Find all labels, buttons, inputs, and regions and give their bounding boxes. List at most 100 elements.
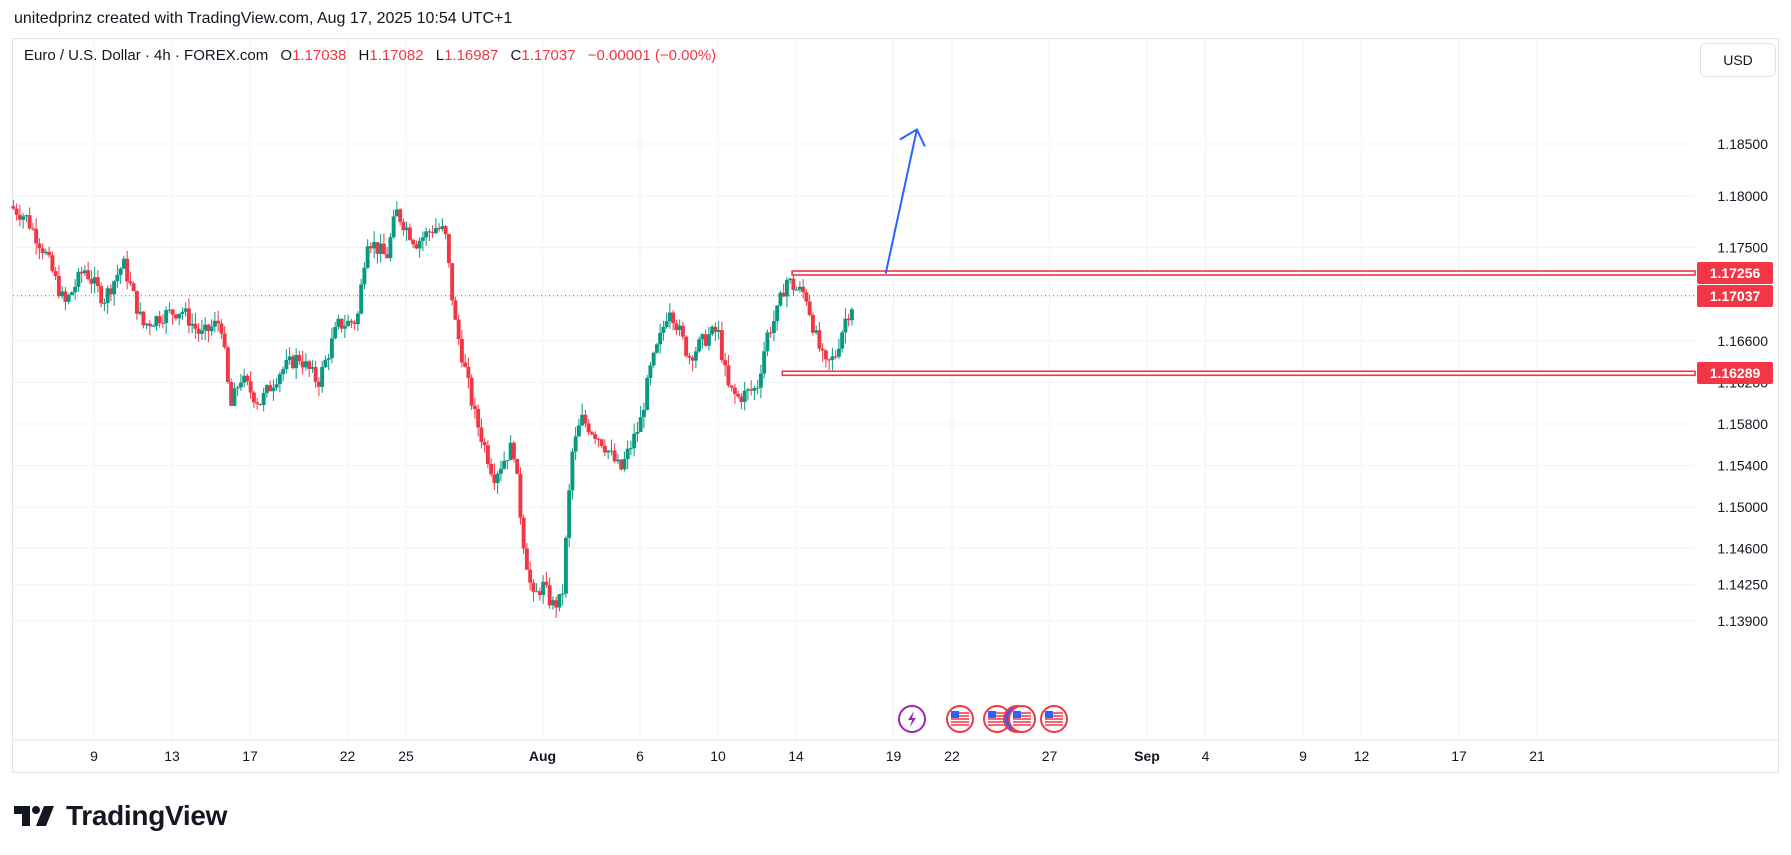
candle-up (73, 286, 78, 293)
candle-down (833, 356, 838, 358)
candle-down (544, 581, 549, 586)
candle-down (586, 423, 591, 433)
candle-up (333, 327, 338, 339)
candle-down (446, 234, 451, 264)
candle-up (700, 334, 705, 340)
candle-up (287, 356, 292, 361)
candle-down (414, 244, 419, 249)
candle-down (479, 427, 484, 442)
candle-up (645, 377, 650, 410)
candle-down (723, 360, 728, 366)
candle-down (268, 385, 273, 392)
candle-down (251, 392, 256, 403)
y-tick-label: 1.13900 (1717, 613, 1768, 629)
candle-up (284, 360, 289, 370)
candle-down (37, 243, 42, 249)
support-level-line[interactable] (781, 370, 1696, 377)
candle-down (186, 308, 191, 326)
resistance-level-line[interactable] (791, 270, 1696, 276)
tradingview-logo-icon (14, 806, 54, 826)
candle-down (674, 323, 679, 331)
candle-down (749, 389, 754, 391)
candle-up (346, 320, 351, 327)
candle-down (817, 330, 822, 349)
candle-down (612, 450, 617, 462)
change-value: −0.00001 (−0.00%) (587, 47, 717, 64)
candle-up (365, 246, 370, 268)
flag-canton (951, 711, 959, 718)
candle-down (554, 600, 559, 608)
candle-down (63, 291, 68, 302)
candle-up (788, 278, 793, 280)
x-tick-label: 14 (788, 748, 804, 764)
candle-up (138, 311, 143, 314)
candle-up (310, 367, 315, 369)
candle-up (180, 311, 185, 314)
candle-down (11, 206, 16, 209)
candle-up (797, 286, 802, 290)
candle-down (823, 350, 828, 360)
chart-attribution: unitedprinz created with TradingView.com… (14, 10, 513, 27)
candle-down (619, 459, 624, 470)
candle-down (736, 393, 741, 397)
candle-down (791, 278, 796, 290)
candle-down (680, 325, 685, 337)
candle-up (238, 382, 243, 388)
candle-down (34, 228, 39, 244)
candle-down (602, 445, 607, 453)
candle-up (21, 216, 26, 220)
candle-down (781, 292, 786, 297)
candle-up (264, 385, 269, 394)
candle-up (567, 490, 572, 538)
candle-down (307, 361, 312, 369)
candle-up (271, 387, 276, 392)
candle-up (836, 348, 841, 357)
open-value: 1.17038 (292, 47, 347, 64)
candle-up (495, 473, 500, 484)
candle-up (609, 450, 614, 452)
candle-up (784, 279, 789, 297)
candle-down (739, 396, 744, 402)
candle-down (125, 258, 130, 282)
candle-up (355, 313, 360, 325)
x-tick-label: 12 (1354, 748, 1370, 764)
y-tick-label: 1.16600 (1717, 333, 1768, 349)
candle-down (593, 434, 598, 439)
candle-down (801, 286, 806, 293)
candle-down (524, 548, 529, 570)
candle-down (255, 402, 260, 404)
candle-down (173, 314, 178, 319)
candle-up (115, 274, 120, 282)
candle-down (453, 300, 458, 320)
candle-up (498, 468, 503, 474)
candle-up (563, 537, 568, 594)
candle-down (206, 324, 211, 332)
y-tick-label: 1.17500 (1717, 240, 1768, 256)
high-value: 1.17082 (369, 47, 424, 64)
candle-up (697, 339, 702, 352)
candle-up (294, 354, 299, 369)
projection-arrow[interactable] (884, 129, 918, 274)
candle-up (840, 332, 845, 349)
candle-down (846, 318, 851, 321)
candle-down (141, 311, 146, 326)
candle-up (154, 316, 159, 326)
currency-button[interactable]: USD (1700, 43, 1776, 77)
low-label: L (435, 47, 445, 64)
chart-frame (12, 38, 1779, 773)
y-tick-label: 1.15000 (1717, 499, 1768, 515)
x-tick-label: 25 (398, 748, 414, 764)
candle-down (316, 381, 321, 387)
candle-up (814, 330, 819, 333)
candle-up (391, 216, 396, 238)
brand-logo[interactable]: TradingView (14, 800, 227, 832)
candle-up (716, 330, 721, 332)
candle-up (628, 448, 633, 450)
candle-down (528, 569, 533, 583)
candle-up (693, 351, 698, 361)
candle-up (606, 450, 611, 453)
y-tick-label: 1.18000 (1717, 188, 1768, 204)
flag-canton (1045, 711, 1053, 718)
x-tick-label: 10 (710, 748, 726, 764)
